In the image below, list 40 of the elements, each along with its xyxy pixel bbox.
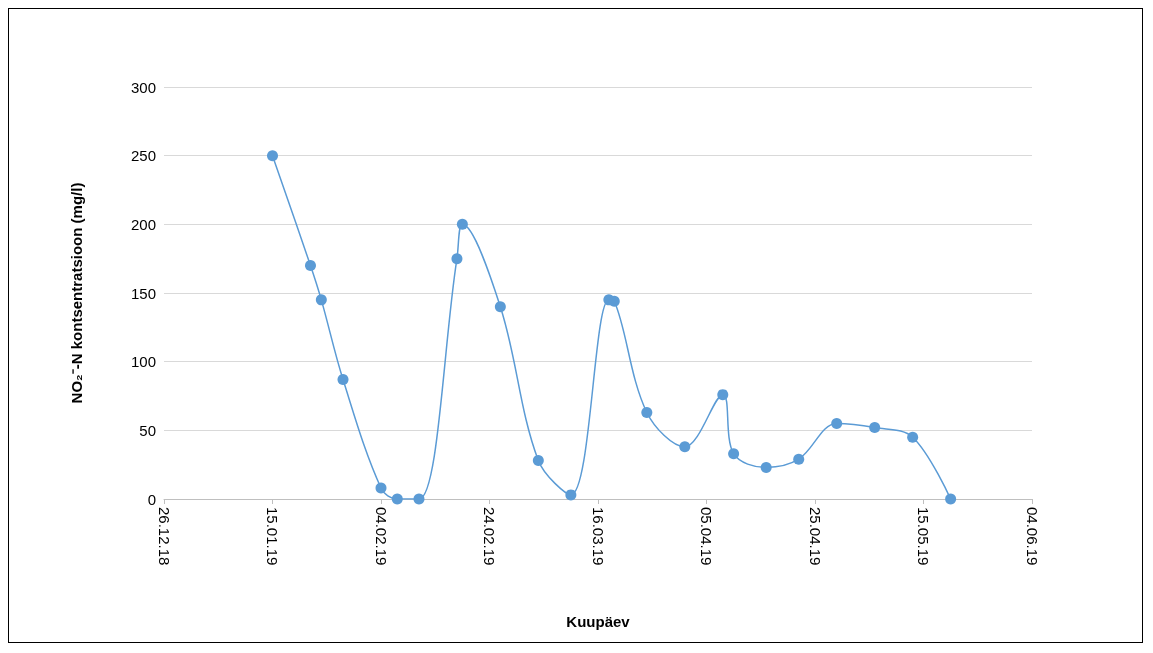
point: [337, 374, 349, 386]
point: [456, 218, 468, 230]
point: [641, 406, 653, 418]
point: [831, 417, 843, 429]
y-tick-label: 150: [130, 284, 156, 302]
point: [532, 455, 544, 467]
y-tick-label: 300: [130, 78, 156, 96]
y-tick-label: 0: [147, 490, 156, 508]
point: [565, 489, 577, 501]
point: [413, 493, 425, 505]
x-axis-title: Kuupäev: [566, 613, 631, 630]
point: [869, 422, 881, 434]
point: [315, 294, 327, 306]
point: [760, 461, 772, 473]
y-tick-label: 250: [130, 147, 156, 165]
point: [375, 482, 387, 494]
point: [907, 431, 919, 443]
point: [304, 260, 316, 272]
point: [267, 150, 278, 162]
point: [717, 389, 729, 401]
y-axis-title: NO₂⁻-N kontsentratsioon (mg/l): [68, 182, 85, 404]
point: [793, 453, 805, 465]
y-tick-label: 50: [139, 421, 156, 439]
x-tick-label: 26.12.18: [155, 507, 173, 566]
point: [391, 493, 403, 505]
point: [679, 441, 691, 453]
x-tick-label: 04.02.19: [372, 507, 390, 566]
x-tick-label: 04.06.19: [1023, 507, 1041, 566]
x-tick-label: 15.01.19: [264, 507, 281, 566]
x-tick-label: 24.02.19: [481, 507, 498, 566]
point: [451, 253, 463, 265]
y-tick-label: 200: [130, 215, 156, 233]
point: [494, 301, 506, 313]
x-tick-label: 05.04.19: [698, 507, 715, 566]
x-tick-label: 16.03.19: [589, 507, 607, 566]
x-tick-label: 15.05.19: [915, 507, 932, 566]
point: [945, 493, 957, 505]
point: [728, 448, 740, 460]
y-tick-label: 100: [130, 353, 156, 371]
x-tick-label: 25.04.19: [806, 507, 824, 566]
